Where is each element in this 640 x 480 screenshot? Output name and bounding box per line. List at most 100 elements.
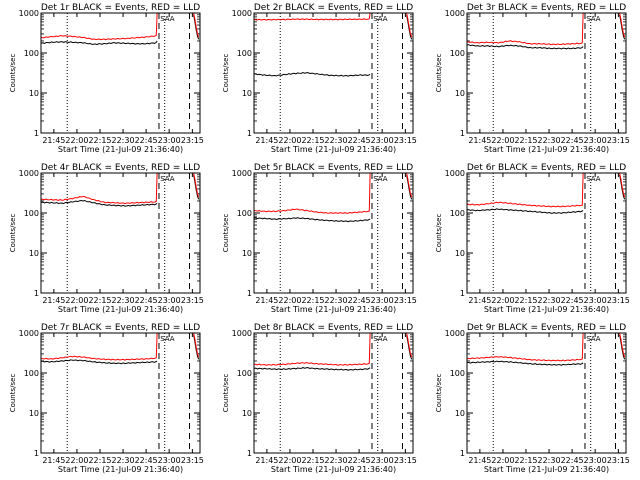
series-decay-line bbox=[406, 332, 413, 358]
plot-frame bbox=[40, 12, 201, 134]
x-tick-label: 22:45 bbox=[348, 456, 371, 465]
plot-frame bbox=[40, 172, 201, 294]
series-line bbox=[40, 359, 158, 365]
x-tick-label: 22:00 bbox=[278, 296, 301, 305]
plot-frame bbox=[253, 332, 414, 454]
y-tick-label: 10 bbox=[455, 409, 465, 418]
x-axis-label: Start Time (21-Jul-09 21:36:40) bbox=[484, 145, 609, 154]
x-tick-label: 22:30 bbox=[538, 136, 561, 145]
x-axis-label: Start Time (21-Jul-09 21:36:40) bbox=[271, 145, 396, 154]
saa-marker-label: SAA bbox=[160, 175, 175, 183]
plot-frame bbox=[253, 172, 414, 294]
y-tick-label: 1000 bbox=[232, 169, 252, 178]
series-line bbox=[253, 217, 371, 223]
y-tick-label: 100 bbox=[237, 209, 252, 218]
saa-marker-label: SAA bbox=[586, 335, 601, 343]
x-tick-label: 22:00 bbox=[278, 136, 301, 145]
series-line bbox=[466, 360, 584, 366]
y-tick-label: 10 bbox=[29, 409, 39, 418]
panel-title: Det 8r BLACK = Events, RED = LLD bbox=[254, 323, 413, 333]
y-axis-label: Counts/sec bbox=[222, 214, 230, 253]
series-line bbox=[40, 172, 158, 205]
panel-title: Det 1r BLACK = Events, RED = LLD bbox=[41, 3, 200, 13]
x-tick-label: 22:45 bbox=[348, 296, 371, 305]
x-axis-label: Start Time (21-Jul-09 21:36:40) bbox=[58, 305, 183, 314]
x-tick-label: 22:45 bbox=[561, 456, 584, 465]
y-tick-label: 1 bbox=[460, 289, 465, 298]
detector-panel: Det 3r BLACK = Events, RED = LLD Counts/s… bbox=[435, 3, 630, 154]
x-tick-label: 23:15 bbox=[394, 296, 417, 305]
x-tick-label: 22:45 bbox=[348, 136, 371, 145]
x-tick-label: 22:30 bbox=[325, 296, 348, 305]
series-line bbox=[466, 208, 584, 214]
plot-frame bbox=[466, 12, 627, 134]
y-tick-label: 100 bbox=[450, 369, 465, 378]
x-axis-label: Start Time (21-Jul-09 21:36:40) bbox=[484, 305, 609, 314]
x-tick-label: 22:30 bbox=[538, 456, 561, 465]
x-tick-label: 21:45 bbox=[468, 296, 491, 305]
x-tick-label: 22:45 bbox=[561, 296, 584, 305]
x-tick-label: 22:30 bbox=[538, 296, 561, 305]
series-decay-line bbox=[193, 332, 200, 358]
x-tick-label: 22:00 bbox=[491, 136, 514, 145]
y-tick-label: 1000 bbox=[232, 329, 252, 338]
y-tick-label: 100 bbox=[450, 209, 465, 218]
saa-marker-label: SAA bbox=[373, 15, 388, 23]
x-tick-label: 21:45 bbox=[255, 136, 278, 145]
detector-panel: Det 4r BLACK = Events, RED = LLD Counts/s… bbox=[9, 163, 204, 314]
detector-panel: Det 7r BLACK = Events, RED = LLD Counts/s… bbox=[9, 323, 204, 474]
x-tick-label: 22:45 bbox=[561, 136, 584, 145]
y-axis-label: Counts/sec bbox=[435, 54, 443, 93]
series-decay-line bbox=[193, 172, 200, 198]
panel-title: Det 3r BLACK = Events, RED = LLD bbox=[467, 3, 626, 13]
x-tick-label: 22:15 bbox=[301, 136, 324, 145]
series-decay-line bbox=[619, 12, 626, 38]
plot-frame bbox=[466, 332, 627, 454]
x-tick-label: 23:00 bbox=[371, 456, 394, 465]
y-tick-label: 1000 bbox=[19, 169, 39, 178]
x-tick-label: 22:00 bbox=[491, 296, 514, 305]
y-tick-label: 10 bbox=[242, 89, 252, 98]
x-tick-label: 23:00 bbox=[584, 136, 607, 145]
panel-title: Det 5r BLACK = Events, RED = LLD bbox=[254, 163, 413, 173]
x-tick-label: 22:00 bbox=[491, 456, 514, 465]
panel-title: Det 7r BLACK = Events, RED = LLD bbox=[41, 323, 200, 333]
detector-panel: Det 2r BLACK = Events, RED = LLD Counts/s… bbox=[222, 3, 417, 154]
y-tick-label: 1000 bbox=[232, 9, 252, 18]
x-tick-label: 23:15 bbox=[394, 456, 417, 465]
saa-marker-label: SAA bbox=[586, 175, 601, 183]
y-tick-label: 1 bbox=[247, 449, 252, 458]
y-tick-label: 1 bbox=[460, 129, 465, 138]
y-tick-label: 1 bbox=[34, 289, 39, 298]
detector-panel: Det 5r BLACK = Events, RED = LLD Counts/s… bbox=[222, 163, 417, 314]
series-line bbox=[253, 172, 371, 214]
series-line bbox=[253, 367, 371, 371]
x-tick-label: 22:30 bbox=[112, 456, 135, 465]
y-tick-label: 10 bbox=[242, 409, 252, 418]
y-tick-label: 1000 bbox=[445, 169, 465, 178]
x-axis-label: Start Time (21-Jul-09 21:36:40) bbox=[271, 465, 396, 474]
y-axis-label: Counts/sec bbox=[435, 374, 443, 413]
detector-panel: Det 9r BLACK = Events, RED = LLD Counts/s… bbox=[435, 323, 630, 474]
y-axis-label: Counts/sec bbox=[222, 54, 230, 93]
y-tick-label: 1 bbox=[34, 129, 39, 138]
x-tick-label: 23:15 bbox=[394, 136, 417, 145]
x-axis-label: Start Time (21-Jul-09 21:36:40) bbox=[58, 145, 183, 154]
plot-frame bbox=[253, 12, 414, 134]
x-tick-label: 22:30 bbox=[112, 136, 135, 145]
plot-frame bbox=[466, 172, 627, 294]
series-decay-line bbox=[193, 12, 200, 38]
y-tick-label: 1000 bbox=[445, 9, 465, 18]
series-decay-line bbox=[619, 172, 626, 198]
x-tick-label: 22:00 bbox=[65, 456, 88, 465]
series-decay-line bbox=[406, 12, 413, 38]
x-tick-label: 22:45 bbox=[135, 136, 158, 145]
detector-panel: Det 6r BLACK = Events, RED = LLD Counts/s… bbox=[435, 163, 630, 314]
y-axis-label: Counts/sec bbox=[9, 54, 17, 93]
series-decay-line bbox=[406, 172, 413, 198]
y-tick-label: 10 bbox=[29, 89, 39, 98]
x-tick-label: 22:15 bbox=[88, 296, 111, 305]
y-tick-label: 1000 bbox=[445, 329, 465, 338]
series-line bbox=[253, 71, 371, 77]
